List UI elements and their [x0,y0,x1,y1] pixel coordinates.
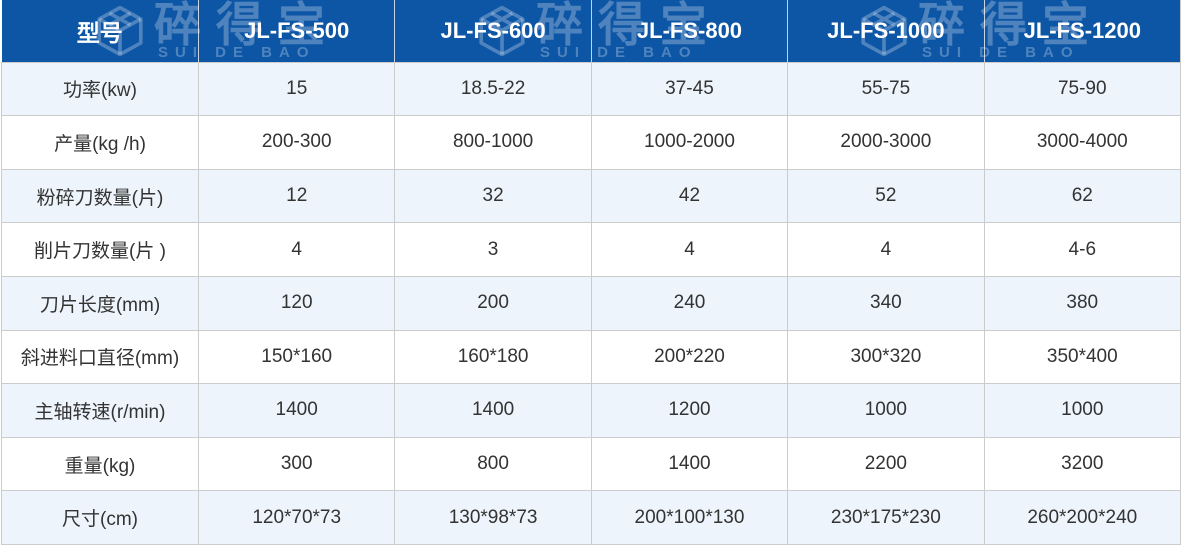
spec-cell: 380 [983,275,1182,331]
header-row: 型号 JL-FS-500 JL-FS-600 JL-FS-800 JL-FS-1000… [1,0,1182,63]
table-row: 斜进料口直径(mm) 150*160 160*180 200*220 300*320 35… [1,329,1182,385]
model-header: JL-FS-500 [198,0,396,63]
spec-cell: 150*160 [197,329,396,385]
row-label: 粉碎刀数量(片) [1,168,199,224]
spec-cell: 1200 [590,383,789,438]
spec-cell: 120 [197,275,396,331]
spec-cell: 3 [394,222,592,277]
corner-header-label: 型号 [76,19,123,46]
row-label: 尺寸(cm) [1,490,199,545]
model-header: JL-FS-1000 [787,0,985,63]
spec-cell: 200*220 [590,329,789,385]
table-row: 刀片长度(mm) 120 200 240 340 380 [1,275,1182,331]
spec-cell: 4 [590,222,789,277]
spec-cell: 230*175*230 [787,490,985,545]
spec-cell: 1000-2000 [590,115,789,170]
spec-cell: 37-45 [590,61,789,117]
spec-cell: 120*70*73 [197,490,396,545]
spec-cell: 3000-4000 [983,115,1182,170]
table-body: 功率(kw) 15 18.5-22 37-45 55-75 75-90 产量(kg /h) 2… [1,61,1182,545]
row-label: 斜进料口直径(mm) [1,329,199,385]
spec-cell: 300 [197,436,396,492]
row-label: 产量(kg /h) [1,115,199,170]
spec-cell: 55-75 [787,61,985,117]
model-header-label: JL-FS-1000 [827,17,945,43]
spec-cell: 4 [197,222,396,277]
row-label: 功率(kw) [1,61,199,117]
row-label: 刀片长度(mm) [1,275,199,331]
table-row: 产量(kg /h) 200-300 800-1000 1000-2000 2000-30… [1,115,1182,170]
spec-cell: 1000 [983,383,1182,438]
spec-cell: 2000-3000 [787,115,985,170]
spec-cell: 42 [590,168,789,224]
corner-header: 型号 [1,0,199,63]
spec-cell: 1400 [590,436,789,492]
spec-cell: 18.5-22 [394,61,592,117]
spec-cell: 1000 [787,383,985,438]
row-label: 主轴转速(r/min) [1,383,199,438]
table-row: 功率(kw) 15 18.5-22 37-45 55-75 75-90 [1,61,1182,117]
table-row: 主轴转速(r/min) 1400 1400 1200 1000 1000 [1,383,1182,438]
row-label: 重量(kg) [1,436,199,492]
model-header-label: JL-FS-500 [244,17,350,43]
spec-cell: 130*98*73 [394,490,592,545]
spec-cell: 4 [787,222,985,277]
spec-cell: 32 [394,168,592,224]
spec-cell: 800 [394,436,592,492]
spec-cell: 1400 [197,383,396,438]
spec-cell: 15 [197,61,396,117]
spec-cell: 12 [197,168,396,224]
spec-cell: 52 [787,168,985,224]
spec-cell: 62 [983,168,1182,224]
spec-cell: 160*180 [394,329,592,385]
spec-cell: 3200 [983,436,1182,492]
model-header-label: JL-FS-600 [440,17,546,43]
model-header: JL-FS-600 [394,0,592,63]
spec-cell: 1400 [394,383,592,438]
spec-cell: 2200 [787,436,985,492]
table-row: 粉碎刀数量(片) 12 32 42 52 62 [1,168,1182,224]
model-header-label: JL-FS-800 [636,17,743,43]
spec-cell: 75-90 [983,61,1182,117]
table-row: 削片刀数量(片 ) 4 3 4 4 4-6 [1,222,1182,277]
model-header: JL-FS-1200 [984,0,1182,63]
spec-cell: 300*320 [787,329,985,385]
spec-cell: 4-6 [983,222,1182,277]
model-header-label: JL-FS-1200 [1023,17,1141,43]
spec-cell: 200 [394,275,592,331]
table-row: 尺寸(cm) 120*70*73 130*98*73 200*100*130 230*1… [1,490,1182,545]
spec-cell: 240 [590,275,789,331]
spec-cell: 350*400 [983,329,1182,385]
table-row: 重量(kg) 300 800 1400 2200 3200 [1,436,1182,492]
spec-cell: 340 [787,275,985,331]
row-label: 削片刀数量(片 ) [1,222,199,277]
spec-cell: 260*200*240 [983,490,1182,545]
spec-cell: 200*100*130 [590,490,789,545]
spec-cell: 200-300 [197,115,396,170]
spec-cell: 800-1000 [394,115,592,170]
model-header: JL-FS-800 [591,0,789,63]
